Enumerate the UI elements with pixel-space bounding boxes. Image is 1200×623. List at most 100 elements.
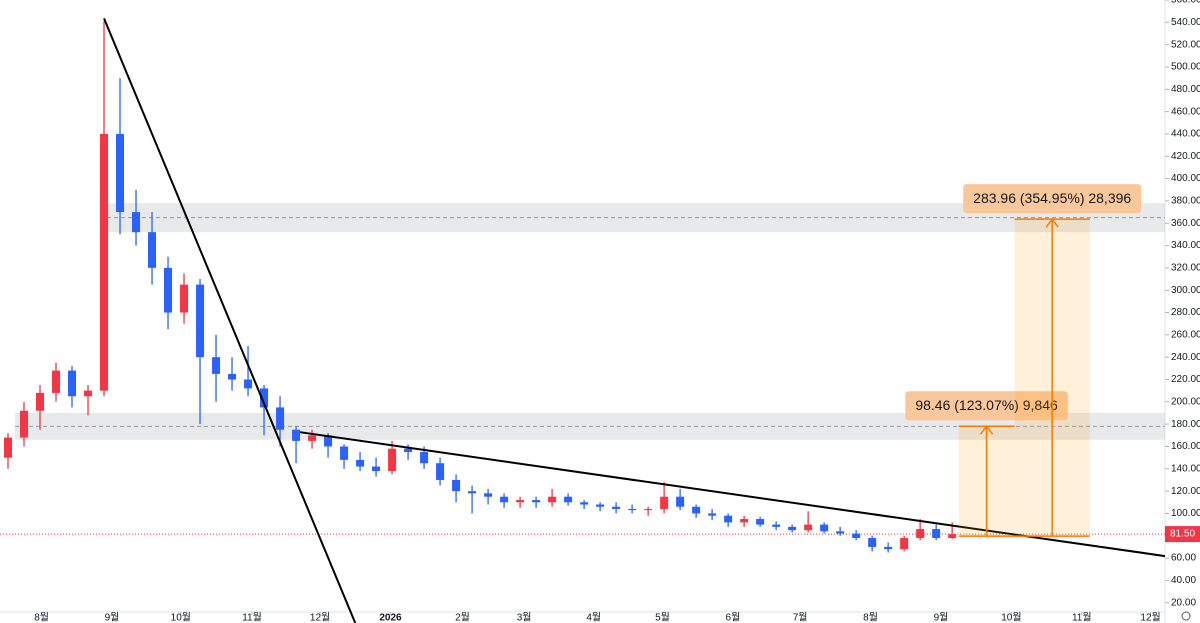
candle-body (644, 508, 653, 511)
candle-body (20, 410, 29, 438)
candle-body (804, 524, 813, 531)
x-tick-label: 5월 (655, 612, 670, 623)
candle-body (84, 390, 93, 397)
candle-body (884, 546, 893, 550)
candle-body (116, 133, 125, 213)
candle-body (356, 459, 365, 467)
candle-body (468, 491, 477, 494)
y-tick-label: 260.00 (1171, 329, 1200, 340)
y-tick-label: 60.00 (1171, 553, 1196, 564)
candle-body (388, 448, 397, 472)
candle-body (436, 463, 445, 480)
candle-body (372, 466, 381, 472)
measure-arrow (979, 424, 994, 537)
candle-body (500, 496, 509, 503)
y-tick-label: 180.00 (1171, 419, 1200, 430)
candle-body (308, 435, 317, 441)
measure-label-box (963, 184, 1142, 214)
candle-body (36, 392, 45, 411)
x-tick-label: 6월 (726, 612, 741, 623)
y-tick-label: 220.00 (1171, 374, 1200, 385)
candle-body (948, 534, 957, 538)
candle-body (596, 504, 605, 507)
candle-body (868, 537, 877, 547)
y-tick-label: 120.00 (1171, 486, 1200, 497)
candle-body (164, 267, 173, 313)
measure-label: 98.46 (123.07%) 9,846 (915, 397, 1058, 413)
x-tick-label: 8월 (863, 612, 878, 623)
x-tick-label: 10월 (171, 612, 191, 623)
price-label: 81.50 (1170, 529, 1195, 540)
measure-arrow (1045, 217, 1059, 537)
candle-body (852, 533, 861, 538)
candle-body (68, 370, 77, 397)
candle-body (756, 519, 765, 525)
y-tick-label: 520.00 (1171, 39, 1200, 50)
candle-body (292, 429, 301, 441)
candle-body (340, 446, 349, 460)
candle-body (932, 529, 941, 538)
candle-body (148, 232, 157, 268)
candle-body (132, 212, 141, 233)
y-tick-label: 20.00 (1171, 597, 1196, 608)
candle-body (4, 437, 13, 458)
candle-body (244, 379, 253, 389)
y-tick-label: 460.00 (1171, 106, 1200, 117)
y-tick-label: 540.00 (1171, 17, 1200, 28)
candle-body (516, 500, 525, 503)
y-tick-label: 280.00 (1171, 307, 1200, 318)
candle-body (404, 448, 413, 453)
y-tick-label: 100.00 (1171, 508, 1200, 519)
candle-body (772, 524, 781, 527)
candle-body (724, 515, 733, 523)
y-tick-label: 360.00 (1171, 218, 1200, 229)
measure-label: 283.96 (354.95%) 28,396 (973, 190, 1131, 206)
y-tick-label: 380.00 (1171, 196, 1200, 207)
candle-body (788, 526, 797, 531)
candle-body (180, 284, 189, 313)
candle-body (676, 496, 685, 507)
y-tick-label: 440.00 (1171, 129, 1200, 140)
y-tick-label: 480.00 (1171, 84, 1200, 95)
x-tick-label: 12월 (310, 612, 330, 623)
candle-body (260, 388, 269, 408)
x-tick-label: 3월 (517, 612, 532, 623)
y-tick-label: 200.00 (1171, 396, 1200, 407)
candle-body (628, 508, 637, 511)
y-tick-label: 320.00 (1171, 263, 1200, 274)
candle-body (660, 496, 669, 509)
candle-body (900, 537, 909, 550)
x-tick-label: 10월 (1001, 612, 1021, 623)
y-tick-label: 340.00 (1171, 240, 1200, 251)
candle-body (228, 373, 237, 380)
candle-body (532, 500, 541, 503)
candle-body (564, 496, 573, 503)
x-tick-label: 9월 (105, 612, 120, 623)
y-tick-label: 300.00 (1171, 285, 1200, 296)
candle-body (692, 506, 701, 514)
candle-body (548, 496, 557, 503)
candle-body (708, 513, 717, 516)
candle-body (420, 452, 429, 464)
candle-body (100, 133, 109, 391)
x-tick-label: 11월 (242, 612, 262, 623)
y-tick-label: 240.00 (1171, 352, 1200, 363)
candle-body (52, 370, 61, 393)
candle-body (612, 506, 621, 509)
candle-body (484, 493, 493, 497)
y-tick-label: 420.00 (1171, 151, 1200, 162)
x-tick-label: 2026 (379, 613, 402, 623)
settings-icon[interactable] (1181, 611, 1191, 621)
candle-body (196, 284, 205, 358)
x-tick-label: 12월 (1140, 612, 1160, 623)
y-tick-label: 40.00 (1171, 575, 1196, 586)
y-tick-label: 500.00 (1171, 62, 1200, 73)
x-tick-label: 2월 (455, 612, 470, 623)
x-tick-label: 4월 (586, 612, 601, 623)
y-tick-label: 400.00 (1171, 173, 1200, 184)
trendline (103, 18, 357, 623)
price-label-box (1165, 526, 1200, 543)
candle-body (580, 502, 589, 505)
